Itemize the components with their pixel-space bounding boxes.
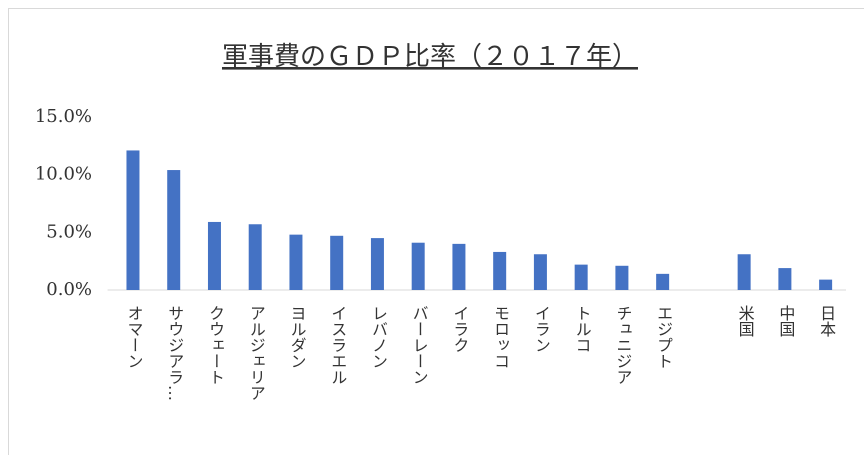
x-tick-label: 中国: [776, 305, 795, 337]
bar: [533, 254, 547, 290]
bar: [778, 268, 792, 290]
chart-title: 軍事費のＧＤＰ比率（２０１７年）: [222, 42, 638, 72]
x-tick-label: アルジェリア: [247, 305, 266, 401]
bar: [167, 170, 181, 290]
bar: [248, 224, 262, 290]
x-tick-label: エジプト: [654, 305, 673, 369]
y-tick-label: 15.0%: [35, 106, 92, 127]
chart-border: [8, 8, 864, 455]
bar: [737, 254, 751, 290]
bar: [289, 234, 303, 290]
x-tick-label: オマーン: [124, 305, 143, 369]
x-tick-label: 日本: [817, 305, 836, 337]
x-tick-label: サウジアラ…: [165, 305, 184, 401]
bar: [574, 264, 588, 290]
x-tick-label: レバノン: [369, 305, 388, 369]
x-tick-label: イラン: [532, 305, 551, 353]
bar: [656, 273, 670, 290]
bar: [370, 238, 384, 290]
x-tick-label: モロッコ: [491, 305, 510, 369]
bar: [493, 251, 507, 290]
x-tick-label: クウェート: [206, 305, 225, 385]
x-tick-label: チュニジア: [613, 305, 632, 385]
y-tick-label: 10.0%: [35, 164, 92, 185]
x-tick-label: イスラエル: [328, 305, 347, 385]
x-tick-label: ヨルダン: [287, 305, 306, 369]
bar: [452, 243, 466, 290]
x-tick-label: トルコ: [573, 305, 592, 353]
bar: [207, 221, 221, 290]
bar: [819, 279, 833, 290]
x-tick-label: バーレーン: [410, 305, 429, 385]
bar: [330, 235, 344, 290]
x-tick-label: イラク: [450, 305, 469, 353]
y-tick-label: 0.0%: [46, 279, 92, 300]
bar: [126, 150, 140, 290]
bar: [615, 265, 629, 290]
bar: [411, 242, 425, 290]
x-tick-label: 米国: [736, 305, 755, 337]
y-tick-label: 5.0%: [46, 221, 92, 242]
